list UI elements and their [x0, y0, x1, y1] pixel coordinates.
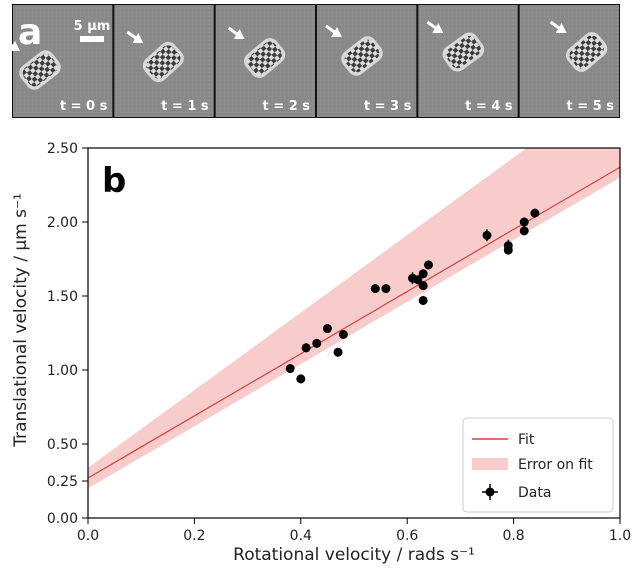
y-tick-label: 0.00	[47, 511, 78, 527]
point-marker	[301, 343, 311, 353]
point-marker	[519, 226, 529, 236]
data-point	[322, 324, 332, 334]
plot-frame	[87, 147, 621, 519]
particle	[22, 53, 58, 87]
frame-0: t = 0 s	[12, 5, 113, 117]
data-point	[333, 347, 343, 357]
frame-4: t = 4 s	[418, 5, 518, 117]
frame-time-label: t = 0 s	[60, 99, 108, 114]
data-point	[423, 260, 433, 270]
point-marker	[530, 208, 540, 218]
data-point	[482, 229, 492, 242]
legend-fit-label: Fit	[518, 432, 535, 448]
panel-a-label: a	[18, 12, 42, 53]
arrow-head-icon	[132, 33, 144, 43]
frame-2: t = 2 s	[215, 5, 315, 117]
data-point	[519, 226, 529, 236]
scale-bar	[80, 36, 104, 42]
chart: 0.0 0.2 0.4 0.6 0.8 1.0 0.00 0.25 0.50 1.00 1.50 2.…	[11, 141, 631, 565]
frame-time-label: t = 5 s	[567, 99, 615, 114]
arrow-head-icon	[555, 23, 567, 33]
legend: Fit Error on fit Data	[462, 417, 614, 513]
data-point	[418, 269, 428, 279]
particle	[445, 35, 481, 69]
y-tick-label: 1.50	[47, 289, 78, 305]
point-marker	[285, 364, 295, 374]
frame-5: t = 5 s	[519, 5, 619, 117]
frame-1: t = 1 s	[114, 5, 214, 117]
legend-band-swatch	[472, 458, 508, 470]
data-point	[530, 208, 540, 218]
point-marker	[296, 374, 306, 384]
data-point	[418, 295, 428, 305]
y-tick-label: 1.00	[47, 363, 78, 379]
data-point	[370, 284, 380, 294]
frame-time-label: t = 4 s	[465, 99, 513, 114]
point-marker	[418, 281, 428, 291]
point-marker	[423, 260, 433, 270]
x-tick-label: 0.0	[77, 528, 99, 544]
frame-time-label: t = 1 s	[161, 99, 209, 114]
x-tick-label: 0.8	[502, 528, 524, 544]
point-marker	[413, 275, 423, 285]
x-axis-label: Rotational velocity / rads s⁻¹	[233, 545, 475, 565]
arrow-head-icon	[331, 27, 342, 37]
data-point	[418, 281, 428, 291]
x-tick-label: 1.0	[609, 528, 631, 544]
point-marker	[338, 329, 348, 339]
legend-data-marker	[485, 487, 495, 497]
data-point	[285, 364, 295, 374]
y-axis-label: Translational velocity / µm s⁻¹	[11, 193, 31, 448]
particle	[247, 41, 282, 75]
legend-data-label: Data	[518, 485, 551, 501]
frame-3: t = 3 s	[317, 5, 417, 117]
data-point	[301, 343, 311, 353]
data-point	[296, 374, 306, 384]
point-marker	[370, 284, 380, 294]
arrow-head-icon	[12, 41, 20, 51]
panel-b-label: b	[102, 161, 126, 201]
fit-line	[88, 166, 620, 479]
data-point	[338, 329, 348, 339]
y-tick-label: 2.00	[47, 215, 78, 231]
particle	[569, 35, 604, 69]
data-point	[312, 338, 322, 348]
point-marker	[482, 230, 492, 240]
point-marker	[418, 295, 428, 305]
point-marker	[333, 347, 343, 357]
frame-time-label: t = 2 s	[263, 99, 311, 114]
data-point	[519, 217, 529, 227]
point-marker	[381, 284, 391, 294]
data-point	[503, 245, 513, 255]
image-strip: t = 0 s t = 1 s t = 2 s t = 3 s t = 4 s t = 5…	[12, 4, 620, 118]
arrow-head-icon	[432, 23, 444, 33]
x-tick-label: 0.2	[183, 528, 205, 544]
y-tick-label: 0.25	[47, 474, 78, 490]
legend-box	[462, 417, 614, 513]
frame-time-label: t = 3 s	[364, 99, 412, 114]
x-tick-label: 0.4	[290, 528, 312, 544]
data-point	[413, 275, 423, 285]
data-point	[381, 284, 391, 294]
point-marker	[519, 217, 529, 227]
particle	[344, 39, 380, 73]
y-tick-label: 2.50	[47, 141, 78, 157]
point-marker	[418, 269, 428, 279]
point-marker	[503, 245, 513, 255]
arrow-head-icon	[233, 29, 245, 39]
particle	[146, 45, 181, 79]
point-marker	[322, 324, 332, 334]
y-tick-label: 0.50	[47, 437, 78, 453]
legend-band-label: Error on fit	[518, 457, 593, 473]
x-tick-label: 0.6	[396, 528, 418, 544]
scale-bar-label: 5 µm	[74, 19, 111, 34]
point-marker	[312, 338, 322, 348]
